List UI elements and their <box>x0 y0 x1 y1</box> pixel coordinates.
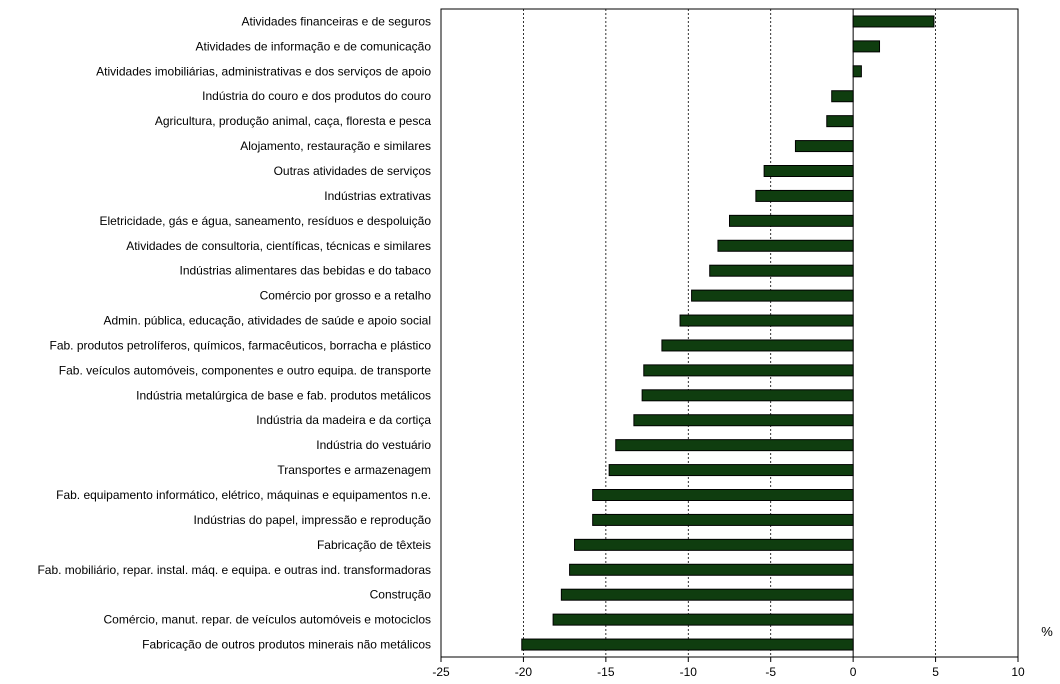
category-label: Transportes e armazenagem <box>277 463 431 477</box>
x-tick-label: -20 <box>515 665 533 679</box>
bar <box>574 538 854 551</box>
bar <box>552 613 854 626</box>
bar <box>794 140 854 153</box>
category-label: Fab. equipamento informático, elétrico, … <box>56 488 431 502</box>
x-tick-label: -5 <box>765 665 776 679</box>
bar <box>608 464 854 477</box>
bar <box>643 364 854 377</box>
category-label: Atividades financeiras e de seguros <box>242 14 431 28</box>
category-label: Admin. pública, educação, atividades de … <box>103 314 431 328</box>
bar <box>615 439 854 452</box>
bar <box>729 214 854 227</box>
bar <box>763 165 854 177</box>
x-axis-unit-label: % <box>1041 624 1053 639</box>
x-tick-label: 5 <box>932 665 939 679</box>
category-label: Indústria metalúrgica de base e fab. pro… <box>136 388 431 402</box>
bar <box>679 314 854 327</box>
bar <box>709 264 854 277</box>
category-label: Indústria do vestuário <box>316 438 431 452</box>
category-label: Fabricação de têxteis <box>317 538 431 552</box>
bar <box>592 513 854 526</box>
plot-frame <box>440 8 1019 658</box>
category-label: Agricultura, produção animal, caça, flor… <box>155 114 431 128</box>
category-label: Indústrias do papel, impressão e reprodu… <box>194 513 432 527</box>
bar <box>661 339 854 352</box>
category-label: Alojamento, restauração e similares <box>240 139 431 153</box>
bar <box>691 289 854 302</box>
bar <box>852 65 862 78</box>
category-label: Comércio, manut. repar. de veículos auto… <box>104 613 431 627</box>
category-label: Indústria da madeira e da cortiça <box>256 413 431 427</box>
x-tick-label: 10 <box>1011 665 1025 679</box>
category-labels: Atividades financeiras e de seguros Ativi… <box>37 14 431 651</box>
bar <box>755 189 854 202</box>
bar <box>569 563 854 576</box>
bar <box>641 389 854 402</box>
category-label: Atividades imobiliárias, administrativas… <box>96 64 431 78</box>
category-label: Fab. veículos automóveis, componentes e … <box>59 363 432 377</box>
x-axis-ticks: -25 -20 -15 -10 -5 0 5 10 <box>432 657 1025 679</box>
bar <box>831 90 854 103</box>
category-label: Fab. mobiliário, repar. instal. máq. e e… <box>37 563 431 577</box>
bar <box>852 15 935 28</box>
x-tick-label: 0 <box>850 665 857 679</box>
category-label: Atividades de informação e de comunicaçã… <box>196 39 432 53</box>
bar <box>852 40 881 53</box>
bar <box>633 414 854 427</box>
category-label: Outras atividades de serviços <box>274 164 431 178</box>
category-label: Fab. produtos petrolíferos, químicos, fa… <box>49 338 431 352</box>
bar <box>592 489 854 501</box>
category-label: Fabricação de outros produtos minerais n… <box>142 638 431 652</box>
category-label: Indústrias extrativas <box>324 189 431 203</box>
bar <box>560 588 854 601</box>
bar <box>521 638 854 651</box>
category-label: Atividades de consultoria, científicas, … <box>126 239 431 253</box>
category-label: Indústrias alimentares das bebidas e do … <box>180 264 432 278</box>
x-tick-label: -10 <box>680 665 698 679</box>
x-tick-label: -25 <box>432 665 450 679</box>
category-label: Eletricidade, gás e água, saneamento, re… <box>99 214 431 228</box>
category-label: Comércio por grosso e a retalho <box>260 289 432 303</box>
category-label: Indústria do couro e dos produtos do cou… <box>202 89 431 103</box>
gridlines <box>523 9 936 657</box>
plot-border <box>440 8 1019 658</box>
bars <box>521 15 935 651</box>
bar <box>826 115 854 128</box>
bar <box>717 239 854 252</box>
category-label: Construção <box>370 588 432 602</box>
x-tick-label: -15 <box>597 665 615 679</box>
